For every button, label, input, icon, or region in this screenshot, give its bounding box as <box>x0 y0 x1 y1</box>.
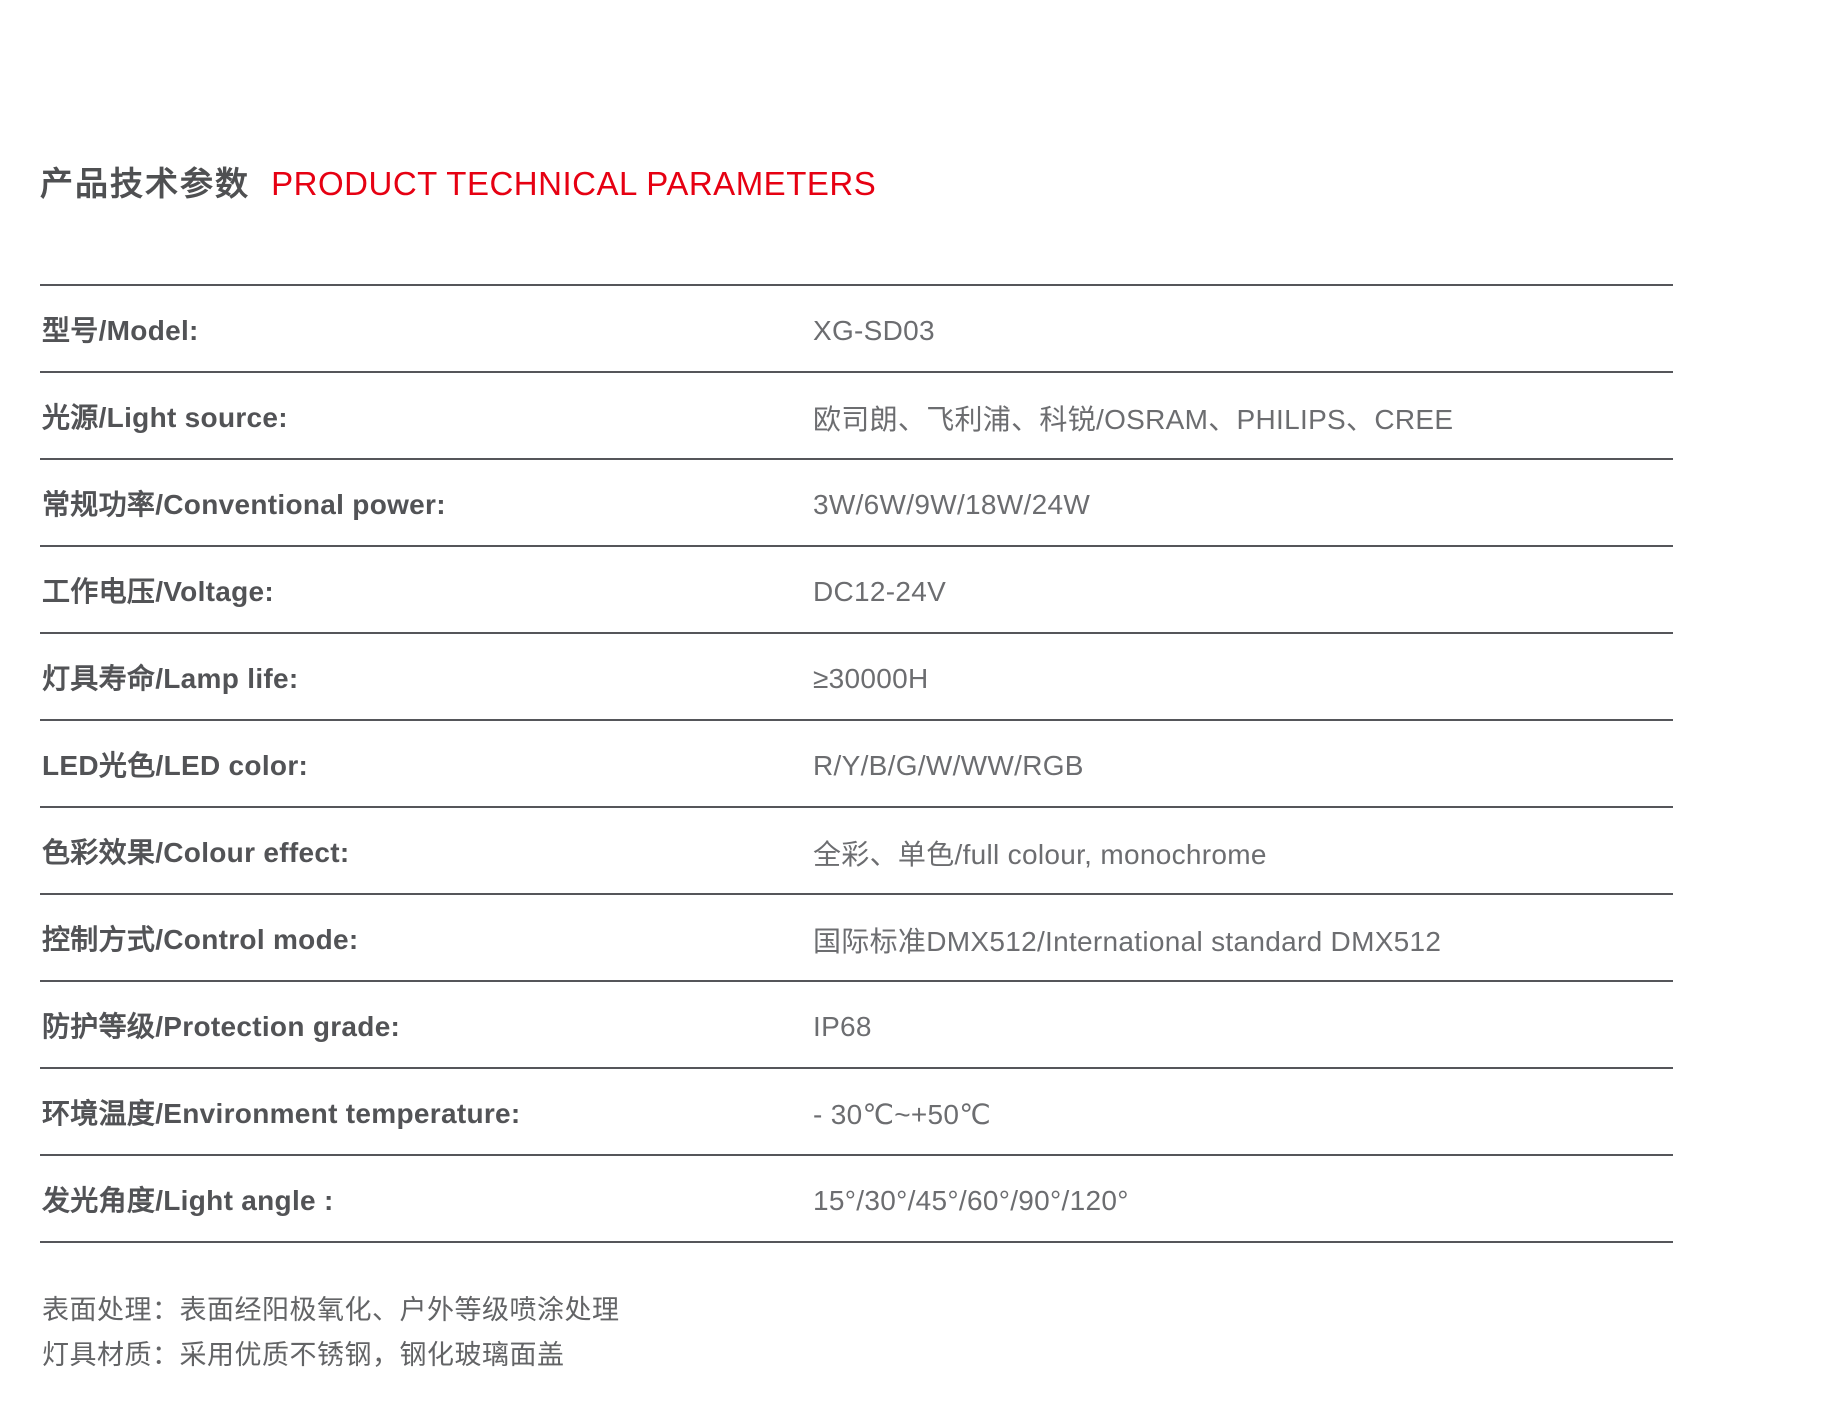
row-value: R/Y/B/G/W/WW/RGB <box>813 750 1084 781</box>
row-value: 国际标准DMX512/International standard DMX512 <box>813 926 1442 957</box>
row-value: IP68 <box>813 1011 872 1042</box>
row-label: 工作电压/Voltage: <box>42 575 275 607</box>
table-row: 发光角度/Light angle : 15°/30°/45°/60°/90°/1… <box>40 1154 1673 1241</box>
table-row: 控制方式/Control mode: 国际标准DMX512/Internatio… <box>40 893 1673 980</box>
row-value: 15°/30°/45°/60°/90°/120° <box>813 1185 1129 1216</box>
row-label: 灯具寿命/Lamp life: <box>42 662 299 694</box>
row-label: 常规功率/Conventional power: <box>42 488 446 520</box>
table-row: 色彩效果/Colour effect: 全彩、单色/full colour, m… <box>40 806 1673 893</box>
row-value: - 30℃~+50℃ <box>813 1098 991 1130</box>
spec-table: 型号/Model: XG-SD03 光源/Light source: 欧司朗、飞… <box>40 284 1673 1243</box>
row-label: 色彩效果/Colour effect: <box>42 836 350 868</box>
page-title-zh: 产品技术参数 <box>40 165 250 202</box>
row-label: 发光角度/Light angle : <box>42 1184 334 1216</box>
page-title-en: PRODUCT TECHNICAL PARAMETERS <box>271 165 877 202</box>
footer-notes: 表面处理：表面经阳极氧化、户外等级喷涂处理 灯具材质：采用优质不锈钢，钢化玻璃面盖 <box>42 1288 620 1378</box>
row-label: 控制方式/Control mode: <box>42 923 359 955</box>
row-value: DC12-24V <box>813 576 947 607</box>
row-label: 防护等级/Protection grade: <box>42 1010 401 1042</box>
table-row: 灯具寿命/Lamp life: ≥30000H <box>40 632 1673 719</box>
row-label: 型号/Model: <box>42 314 199 346</box>
table-row: 型号/Model: XG-SD03 <box>40 284 1673 371</box>
table-row: 工作电压/Voltage: DC12-24V <box>40 545 1673 632</box>
row-value: 全彩、单色/full colour, monochrome <box>813 839 1267 870</box>
table-row: 防护等级/Protection grade: IP68 <box>40 980 1673 1067</box>
row-label: LED光色/LED color: <box>42 749 309 781</box>
table-row: 常规功率/Conventional power: 3W/6W/9W/18W/24… <box>40 458 1673 545</box>
row-value: XG-SD03 <box>813 315 935 346</box>
row-value: 3W/6W/9W/18W/24W <box>813 489 1091 520</box>
row-label: 环境温度/Environment temperature: <box>42 1097 521 1129</box>
table-row: 环境温度/Environment temperature: - 30℃~+50℃ <box>40 1067 1673 1154</box>
note-line: 表面处理：表面经阳极氧化、户外等级喷涂处理 <box>42 1295 620 1325</box>
row-value: ≥30000H <box>813 663 929 694</box>
row-value: 欧司朗、飞利浦、科锐/OSRAM、PHILIPS、CREE <box>813 404 1454 435</box>
row-label: 光源/Light source: <box>42 401 288 433</box>
note-line: 灯具材质：采用优质不锈钢，钢化玻璃面盖 <box>42 1340 565 1370</box>
page-title: 产品技术参数 PRODUCT TECHNICAL PARAMETERS <box>40 162 876 206</box>
table-row: LED光色/LED color: R/Y/B/G/W/WW/RGB <box>40 719 1673 806</box>
table-row: 光源/Light source: 欧司朗、飞利浦、科锐/OSRAM、PHILIP… <box>40 371 1673 458</box>
